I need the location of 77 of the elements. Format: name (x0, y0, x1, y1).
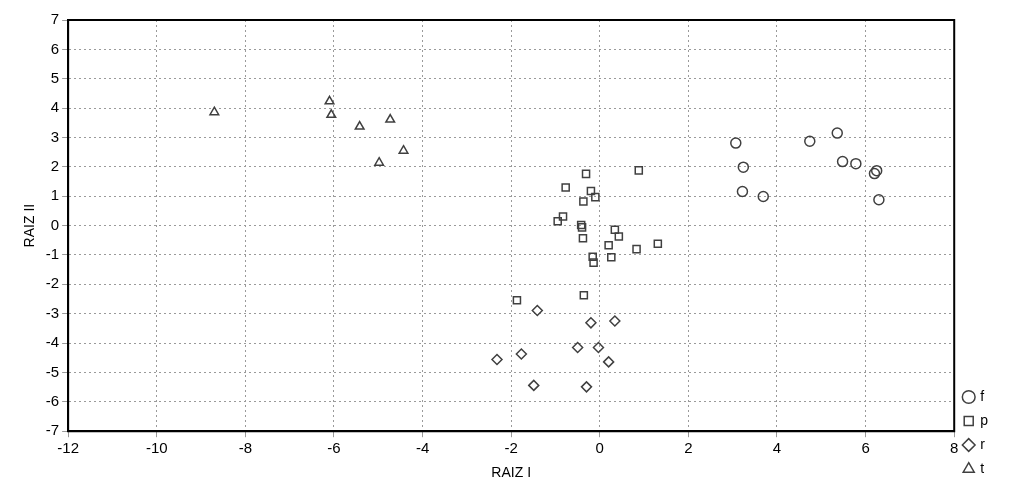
point (374, 157, 385, 166)
point (610, 225, 620, 234)
point (632, 244, 641, 254)
point (592, 341, 605, 354)
point (614, 232, 624, 241)
point (579, 197, 588, 206)
point (873, 194, 885, 206)
point (604, 240, 613, 250)
legend-label: f (980, 387, 985, 404)
x-tick-label: -12 (57, 439, 79, 457)
y-tick-label: -6 (45, 391, 60, 409)
point (585, 317, 597, 329)
x-tick-label: 4 (772, 439, 782, 457)
y-tick-label: -7 (45, 421, 60, 439)
y-tick-label: -4 (45, 333, 60, 351)
y-tick-label: -1 (45, 245, 60, 263)
point (836, 155, 849, 168)
point (804, 135, 816, 148)
point (561, 183, 570, 192)
point (653, 239, 663, 249)
y-tick-label: 6 (50, 39, 60, 57)
x-tick-label: -10 (145, 439, 168, 457)
y-tick-label: 2 (50, 157, 60, 174)
point (736, 185, 749, 198)
point (589, 258, 598, 267)
point (209, 106, 220, 116)
point (579, 290, 589, 300)
x-tick-label: 2 (684, 439, 693, 457)
x-axis-title: RAIZ I (491, 464, 532, 481)
point (730, 137, 742, 149)
point (553, 216, 562, 226)
point (581, 169, 591, 179)
y-tick-label: 5 (50, 68, 60, 86)
point (571, 341, 584, 354)
point (354, 120, 365, 130)
point (398, 144, 409, 154)
point (831, 127, 843, 139)
point (578, 233, 588, 243)
point (602, 356, 615, 368)
legend-label: r (980, 435, 986, 452)
point (634, 166, 644, 175)
point (588, 252, 597, 262)
point (515, 348, 528, 360)
point (591, 192, 600, 202)
y-tick-label: -5 (45, 362, 60, 380)
y-tick-label: 0 (50, 215, 60, 233)
x-tick-label: 8 (950, 439, 959, 457)
y-tick-label: 7 (50, 10, 60, 28)
point (512, 295, 522, 305)
point (324, 95, 335, 105)
point (531, 304, 544, 317)
point (491, 353, 503, 366)
legend-label: t (980, 459, 985, 476)
y-tick-label: 3 (50, 127, 60, 145)
y-axis-title: RAIZ II (21, 203, 38, 248)
point (580, 381, 593, 393)
point (586, 186, 596, 196)
x-tick-label: 0 (595, 439, 604, 457)
point (609, 315, 621, 327)
x-tick-label: -4 (415, 439, 430, 457)
point (385, 113, 396, 123)
y-tick-label: -2 (45, 274, 60, 292)
point (326, 109, 337, 119)
point (558, 212, 568, 221)
point (737, 161, 750, 173)
legend-label: p (980, 411, 989, 428)
x-tick-label: 6 (861, 439, 870, 457)
y-tick-label: 4 (50, 98, 60, 116)
x-tick-label: -6 (327, 439, 341, 457)
point (528, 379, 540, 392)
x-tick-label: -2 (504, 439, 518, 457)
point (757, 190, 770, 203)
x-tick-label: -8 (238, 439, 253, 457)
point (607, 253, 616, 262)
y-tick-label: 1 (50, 186, 60, 204)
point (850, 157, 862, 170)
y-tick-label: -3 (45, 303, 60, 321)
